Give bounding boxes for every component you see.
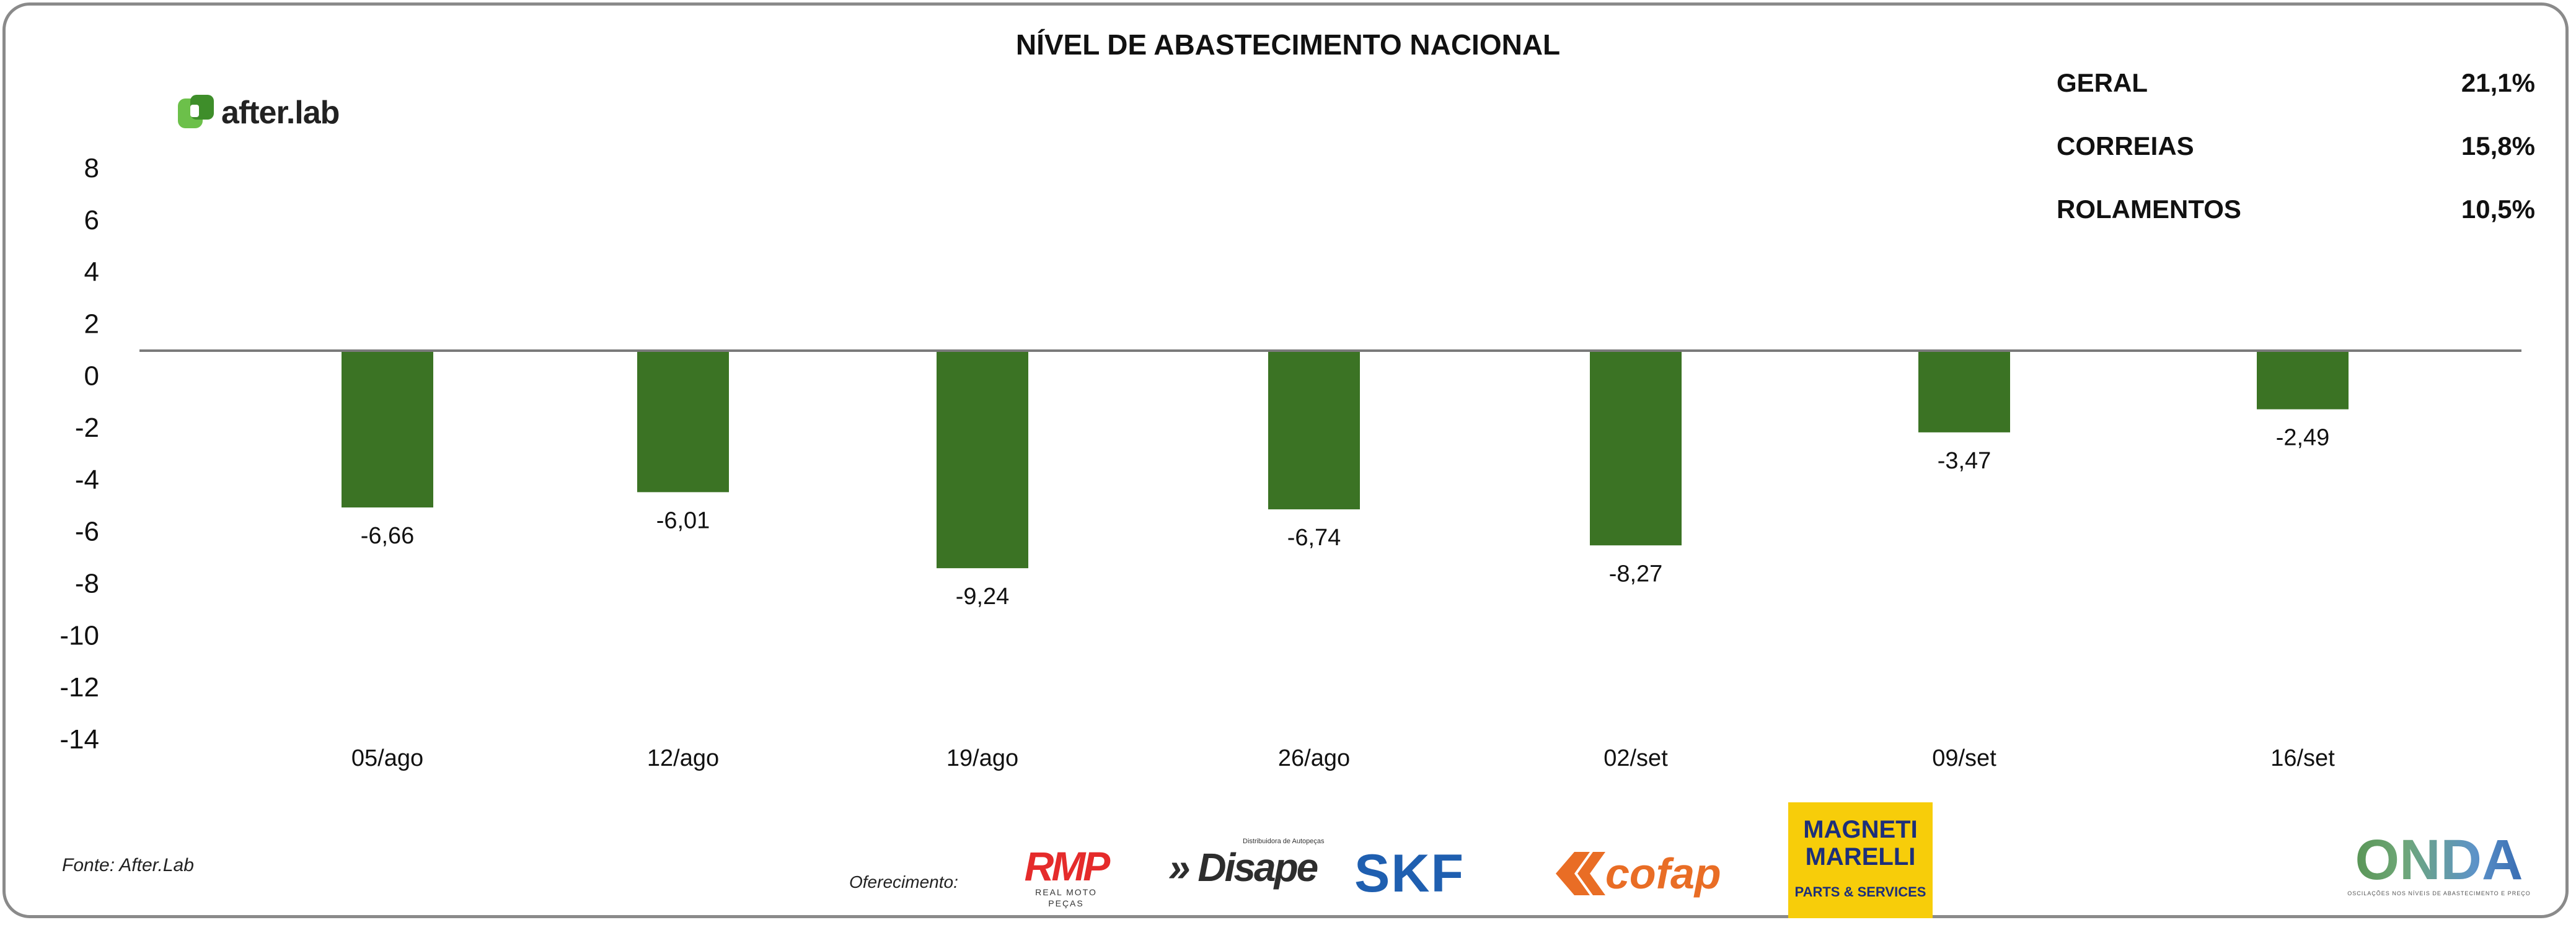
summary-value-geral: 21,1% <box>2461 68 2535 97</box>
y-tick-label: 0 <box>84 361 99 391</box>
bar <box>1918 351 2010 432</box>
rmp-logo-text: RMP <box>1024 843 1111 889</box>
data-label: -6,66 <box>361 523 415 549</box>
bar <box>2257 351 2349 410</box>
bar <box>937 351 1028 569</box>
data-label: -8,27 <box>1609 561 1663 587</box>
magneti-marelli-logo: MAGNETI MARELLI PARTS & SERVICES <box>1788 802 1933 918</box>
y-tick-label: 4 <box>84 257 99 287</box>
bar <box>637 351 729 493</box>
y-tick-label: 8 <box>84 153 99 183</box>
magneti-marelli-logo-text: MAGNETI MARELLI <box>1803 816 1918 870</box>
data-label: -2,49 <box>2276 425 2330 451</box>
cofap-logo-text: cofap <box>1605 849 1721 898</box>
y-tick-label: -12 <box>60 672 99 703</box>
x-tick-label: 05/ago <box>351 745 423 771</box>
magneti-marelli-logo-subtitle: PARTS & SERVICES <box>1794 884 1926 900</box>
summary-value-correias: 15,8% <box>2461 131 2535 160</box>
y-tick-label: 6 <box>84 205 99 235</box>
data-label: -6,01 <box>656 507 710 533</box>
summary-label-rolamentos: ROLAMENTOS <box>2057 195 2241 224</box>
summary-label-correias: CORREIAS <box>2057 131 2194 160</box>
afterlab-logo-text: after.lab <box>221 95 340 131</box>
x-tick-label: 12/ago <box>647 745 719 771</box>
y-tick-label: -10 <box>60 620 99 651</box>
chart-title: NÍVEL DE ABASTECIMENTO NACIONAL <box>1015 28 1561 61</box>
disape-logo: Distribuidora de Autopeças » Disape <box>1168 838 1336 889</box>
y-tick-label: 2 <box>84 309 99 339</box>
onda-logo: ONDA OSCILAÇÕES NOS NÍVEIS DE ABASTECIME… <box>2331 830 2547 897</box>
disape-logo-text: Disape <box>1198 845 1318 890</box>
onda-logo-tagline: OSCILAÇÕES NOS NÍVEIS DE ABASTECIMENTO E… <box>2347 890 2531 897</box>
x-tick-label: 16/set <box>2270 745 2335 771</box>
bar <box>1590 351 1682 546</box>
x-tick-label: 26/ago <box>1278 745 1350 771</box>
skf-logo: SKF <box>1354 844 1465 903</box>
disape-logo-subtitle: Distribuidora de Autopeças <box>1243 838 1325 845</box>
data-label: -9,24 <box>956 584 1010 610</box>
rmp-logo-subtitle: REAL MOTO PEÇAS <box>1035 887 1097 908</box>
y-tick-label: -14 <box>60 724 99 755</box>
sponsors-label: Oferecimento: <box>849 872 958 892</box>
summary-label-geral: GERAL <box>2057 68 2148 97</box>
onda-logo-text: ONDA <box>2331 830 2547 890</box>
bar <box>342 351 433 508</box>
y-tick-label: -4 <box>75 465 99 495</box>
afterlab-logo: after.lab <box>177 93 340 133</box>
x-tick-label: 02/set <box>1603 745 1668 771</box>
source-note: Fonte: After.Lab <box>62 855 194 875</box>
rmp-logo: RMP REAL MOTO PEÇAS <box>1020 846 1113 909</box>
afterlab-logo-icon <box>178 95 214 128</box>
data-label: -3,47 <box>1938 448 1992 474</box>
bar <box>1268 351 1360 510</box>
y-tick-label: -2 <box>75 413 99 443</box>
x-tick-label: 19/ago <box>946 745 1018 771</box>
cofap-x-icon <box>1556 852 1605 895</box>
cofap-logo: cofap <box>1556 849 1721 898</box>
summary-value-rolamentos: 10,5% <box>2461 195 2535 224</box>
data-label: -6,74 <box>1287 525 1341 551</box>
y-tick-label: -6 <box>75 517 99 547</box>
bar-chart: 8 6 4 2 0 -2 -4 -6 -8 -10 -12 -14 -6,66 05/ago -6,01 12… <box>60 153 2521 771</box>
x-tick-label: 09/set <box>1932 745 1996 771</box>
y-tick-label: -8 <box>75 569 99 599</box>
